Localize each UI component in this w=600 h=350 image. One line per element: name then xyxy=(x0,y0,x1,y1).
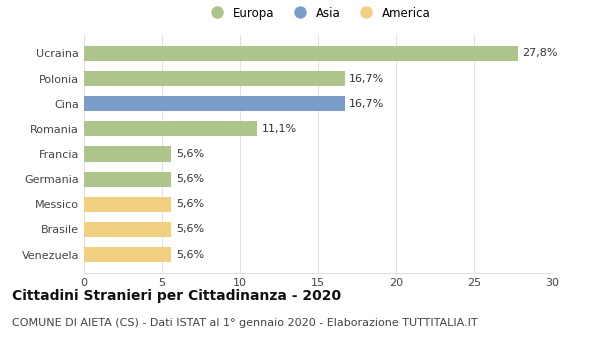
Bar xyxy=(84,222,172,237)
Bar xyxy=(84,247,172,262)
Text: Cittadini Stranieri per Cittadinanza - 2020: Cittadini Stranieri per Cittadinanza - 2… xyxy=(12,289,341,303)
Bar xyxy=(84,96,344,111)
Bar xyxy=(84,197,172,212)
Text: 5,6%: 5,6% xyxy=(176,224,204,234)
Text: COMUNE DI AIETA (CS) - Dati ISTAT al 1° gennaio 2020 - Elaborazione TUTTITALIA.I: COMUNE DI AIETA (CS) - Dati ISTAT al 1° … xyxy=(12,318,478,329)
Bar xyxy=(84,172,172,187)
Text: 16,7%: 16,7% xyxy=(349,74,385,84)
Text: 5,6%: 5,6% xyxy=(176,174,204,184)
Bar xyxy=(84,146,172,162)
Legend: Europa, Asia, America: Europa, Asia, America xyxy=(201,2,435,24)
Text: 11,1%: 11,1% xyxy=(262,124,297,134)
Text: 5,6%: 5,6% xyxy=(176,149,204,159)
Bar xyxy=(84,46,518,61)
Text: 5,6%: 5,6% xyxy=(176,250,204,260)
Bar xyxy=(84,121,257,136)
Text: 5,6%: 5,6% xyxy=(176,199,204,209)
Text: 27,8%: 27,8% xyxy=(523,48,558,58)
Text: 16,7%: 16,7% xyxy=(349,99,385,109)
Bar xyxy=(84,71,344,86)
